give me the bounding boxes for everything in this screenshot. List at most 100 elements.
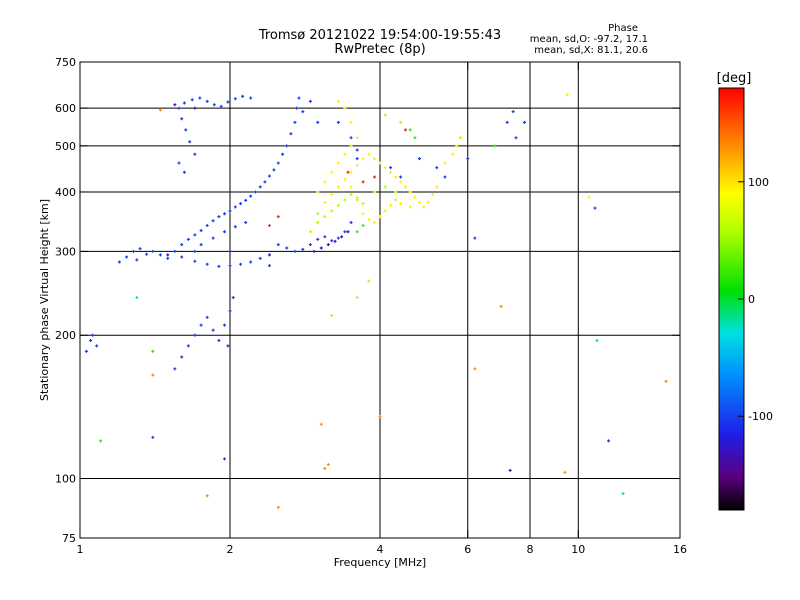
- data-point: [151, 374, 154, 377]
- data-point: [379, 215, 382, 218]
- data-point: [217, 339, 220, 342]
- data-point: [132, 250, 135, 253]
- data-point: [435, 166, 438, 169]
- data-point: [443, 162, 446, 165]
- data-point: [254, 190, 257, 193]
- data-point: [309, 230, 312, 233]
- data-point: [223, 212, 226, 215]
- data-point: [373, 175, 376, 178]
- data-point: [223, 230, 226, 233]
- data-point: [373, 157, 376, 160]
- data-point: [343, 153, 346, 156]
- data-point: [343, 230, 346, 233]
- data-point: [226, 344, 229, 347]
- x-tick-label: 10: [571, 543, 585, 556]
- data-point: [323, 215, 326, 218]
- data-point: [229, 250, 232, 253]
- data-point: [413, 136, 416, 139]
- data-point: [151, 350, 154, 353]
- data-point: [362, 180, 365, 183]
- y-tick-label: 600: [55, 102, 76, 115]
- x-tick-label: 1: [77, 543, 84, 556]
- data-point: [512, 110, 515, 113]
- data-point: [394, 190, 397, 193]
- data-point: [356, 164, 359, 167]
- data-point: [187, 238, 190, 241]
- data-point: [200, 324, 203, 327]
- data-point: [346, 230, 349, 233]
- colorbar-tick-label: 100: [748, 176, 769, 189]
- data-point: [340, 235, 343, 238]
- grid-lines: [80, 62, 680, 538]
- data-point: [259, 257, 262, 260]
- data-point: [85, 350, 88, 353]
- data-point: [337, 162, 340, 165]
- data-point: [362, 202, 365, 205]
- data-point: [356, 157, 359, 160]
- data-point: [409, 128, 412, 131]
- data-point: [356, 296, 359, 299]
- data-point: [206, 494, 209, 497]
- data-point: [356, 136, 359, 139]
- data-point: [180, 356, 183, 359]
- data-point: [229, 209, 232, 212]
- data-point: [234, 225, 237, 228]
- data-point: [316, 212, 319, 215]
- data-point: [389, 166, 392, 169]
- data-point: [285, 144, 288, 147]
- data-point: [223, 457, 226, 460]
- data-point: [91, 334, 94, 337]
- data-point: [193, 233, 196, 236]
- data-point: [234, 97, 237, 100]
- data-point: [413, 196, 416, 199]
- data-point: [451, 153, 454, 156]
- data-point: [249, 97, 252, 100]
- data-point: [362, 212, 365, 215]
- data-point: [350, 136, 353, 139]
- data-point: [177, 107, 180, 110]
- data-point: [384, 166, 387, 169]
- data-point: [151, 250, 154, 253]
- data-point: [135, 296, 138, 299]
- data-point: [394, 198, 397, 201]
- data-point: [309, 243, 312, 246]
- data-point: [356, 198, 359, 201]
- data-point: [346, 171, 349, 174]
- data-point: [234, 205, 237, 208]
- data-point: [183, 171, 186, 174]
- data-point: [330, 171, 333, 174]
- data-point: [89, 339, 92, 342]
- data-point: [263, 180, 266, 183]
- data-point: [193, 334, 196, 337]
- data-point: [337, 204, 340, 207]
- data-point: [394, 175, 397, 178]
- data-point: [212, 237, 215, 240]
- data-point: [622, 492, 625, 495]
- data-point: [206, 316, 209, 319]
- data-point: [337, 237, 340, 240]
- data-point: [206, 224, 209, 227]
- data-point: [362, 157, 365, 160]
- data-point: [418, 157, 421, 160]
- data-point: [330, 239, 333, 242]
- data-point: [200, 243, 203, 246]
- data-point: [193, 260, 196, 263]
- data-point: [249, 261, 252, 264]
- data-point: [404, 128, 407, 131]
- x-tick-label: 8: [527, 543, 534, 556]
- x-tick-label: 2: [227, 543, 234, 556]
- data-point: [384, 209, 387, 212]
- data-point: [259, 185, 262, 188]
- data-point: [350, 121, 353, 124]
- data-point: [268, 224, 271, 227]
- data-point: [399, 121, 402, 124]
- data-point: [350, 221, 353, 224]
- data-point: [389, 204, 392, 207]
- data-point: [566, 93, 569, 96]
- data-point: [316, 121, 319, 124]
- data-point: [241, 95, 244, 98]
- data-point: [320, 423, 323, 426]
- data-point: [473, 237, 476, 240]
- data-point: [343, 178, 346, 181]
